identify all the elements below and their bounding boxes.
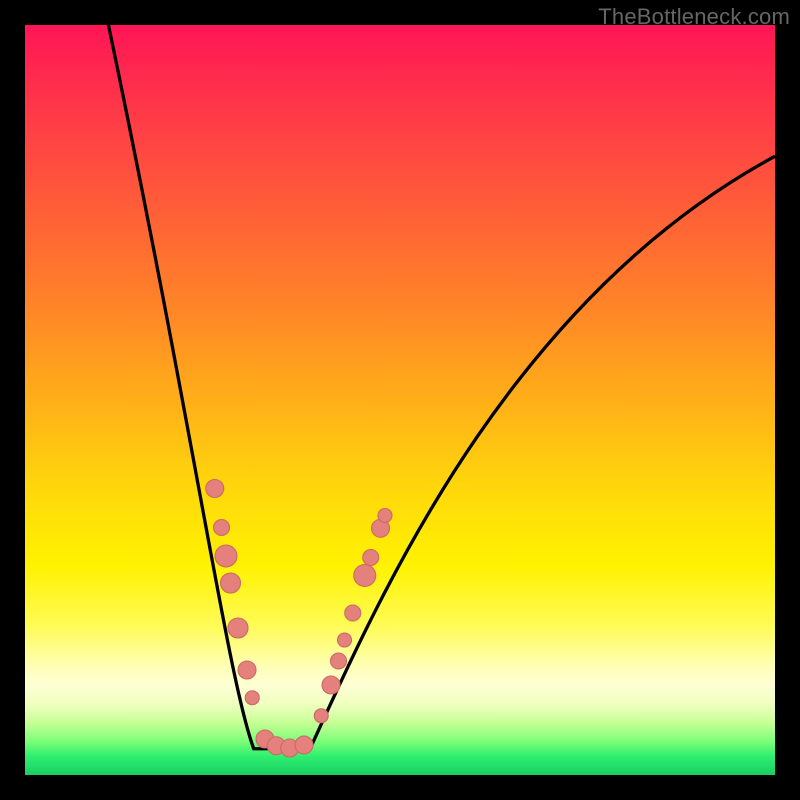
gpu-marker	[338, 633, 352, 647]
gpu-marker	[295, 736, 313, 754]
gpu-marker	[354, 565, 376, 587]
gpu-marker	[378, 509, 392, 523]
gpu-marker	[245, 691, 259, 705]
gpu-marker	[214, 520, 230, 536]
gpu-marker	[345, 605, 361, 621]
gpu-marker	[221, 573, 241, 593]
gpu-marker	[363, 550, 379, 566]
watermark-text: TheBottleneck.com	[598, 4, 790, 30]
gpu-marker	[314, 709, 328, 723]
gpu-marker	[215, 545, 237, 567]
gpu-marker	[238, 661, 256, 679]
chart-frame: TheBottleneck.com	[0, 0, 800, 800]
plot-background-gradient	[25, 25, 775, 775]
gpu-marker	[322, 676, 340, 694]
bottleneck-chart-svg	[0, 0, 800, 800]
gpu-marker	[206, 480, 224, 498]
gpu-marker	[228, 618, 248, 638]
gpu-marker	[331, 653, 347, 669]
